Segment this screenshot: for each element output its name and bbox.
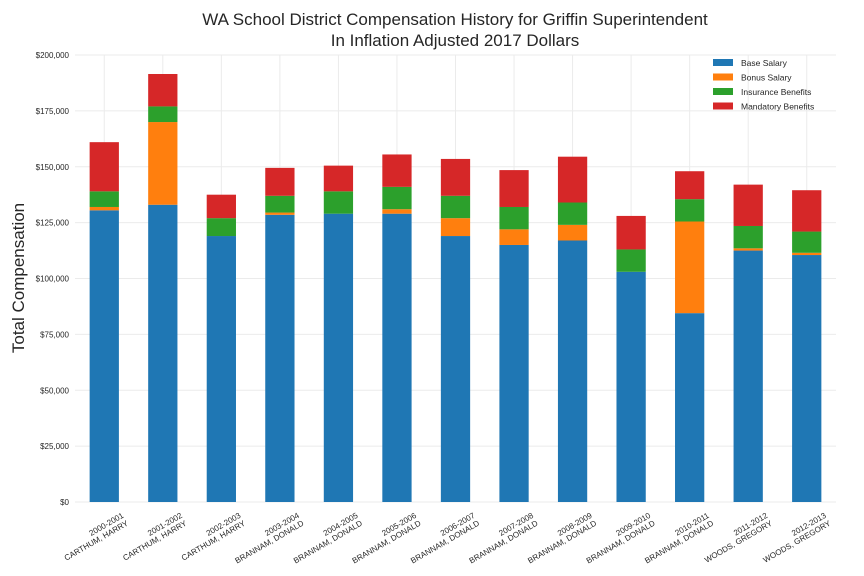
bar-segment (792, 255, 822, 502)
y-tick-label: $200,000 (36, 51, 70, 60)
chart-subtitle: In Inflation Adjusted 2017 Dollars (331, 31, 580, 50)
y-tick-label: $0 (60, 498, 69, 507)
bar-segment (206, 236, 236, 502)
bar-segment (733, 250, 763, 502)
legend: Base Salary Bonus Salary Insurance Benefit… (713, 58, 814, 112)
legend-entry: Bonus Salary (741, 73, 792, 83)
bar-segment (792, 190, 822, 232)
bar-segment (89, 210, 119, 502)
bar-segment (499, 170, 529, 207)
bar-segment (499, 244, 529, 502)
legend-entry: Insurance Benefits (741, 87, 811, 97)
bar-segment (206, 194, 236, 219)
bar-segment (148, 122, 178, 205)
bar-segment (323, 191, 354, 214)
bar-segment (89, 206, 119, 211)
y-axis-ticks: $0 $25,000 $50,000 $75,000 $100,000 $125,000 $… (36, 51, 70, 507)
y-tick-label: $175,000 (36, 107, 70, 116)
bar-segment (148, 106, 178, 123)
bar-segment (148, 204, 178, 502)
y-axis-label: Total Compensation (9, 203, 28, 353)
legend-swatch (713, 59, 733, 66)
bar-segment (616, 215, 646, 250)
bar-segment (792, 252, 822, 256)
legend-entry: Base Salary (741, 58, 788, 68)
legend-entry: Mandatory Benefits (741, 102, 814, 112)
bar-segment (557, 156, 588, 203)
bar-segment (675, 171, 705, 200)
bar-segment (733, 184, 763, 226)
bar-segment (382, 213, 412, 502)
legend-swatch (713, 102, 733, 110)
y-tick-label: $75,000 (40, 330, 69, 339)
bar-segment (382, 186, 412, 210)
bar-segment (265, 212, 295, 215)
bar-segment (440, 218, 471, 237)
bar-segment (323, 165, 354, 192)
y-tick-label: $100,000 (36, 275, 70, 284)
bar-segment (675, 313, 705, 502)
bar-segment (675, 199, 705, 222)
bar-segment (440, 236, 471, 502)
bar-segment (265, 214, 295, 503)
bar-segment (557, 224, 588, 241)
bar-segment (89, 191, 119, 207)
legend-swatch (713, 88, 733, 95)
bar-segment (733, 248, 763, 251)
bar-segment (265, 167, 295, 196)
chart-title: WA School District Compensation History … (202, 10, 708, 29)
bar-segment (89, 142, 119, 192)
bar-segment (557, 240, 588, 502)
bar-segment (265, 195, 295, 213)
bar-segment (440, 158, 471, 196)
y-tick-label: $25,000 (40, 442, 69, 451)
y-tick-label: $150,000 (36, 163, 70, 172)
y-tick-label: $125,000 (36, 219, 70, 228)
bars-group (89, 73, 822, 503)
bar-segment (323, 213, 354, 502)
bar-segment (148, 73, 178, 107)
bar-segment (616, 271, 646, 502)
bar-segment (440, 195, 471, 219)
bar-segment (499, 229, 529, 245)
bar-segment (382, 209, 412, 214)
y-tick-label: $50,000 (40, 386, 69, 395)
bar-segment (733, 225, 763, 249)
bar-segment (206, 218, 236, 237)
legend-swatch (713, 73, 733, 81)
bar-segment (616, 249, 646, 272)
bar-segment (557, 202, 588, 225)
bar-segment (792, 231, 822, 253)
bar-segment (675, 221, 705, 314)
bar-segment (499, 206, 529, 230)
bar-segment (382, 154, 412, 187)
